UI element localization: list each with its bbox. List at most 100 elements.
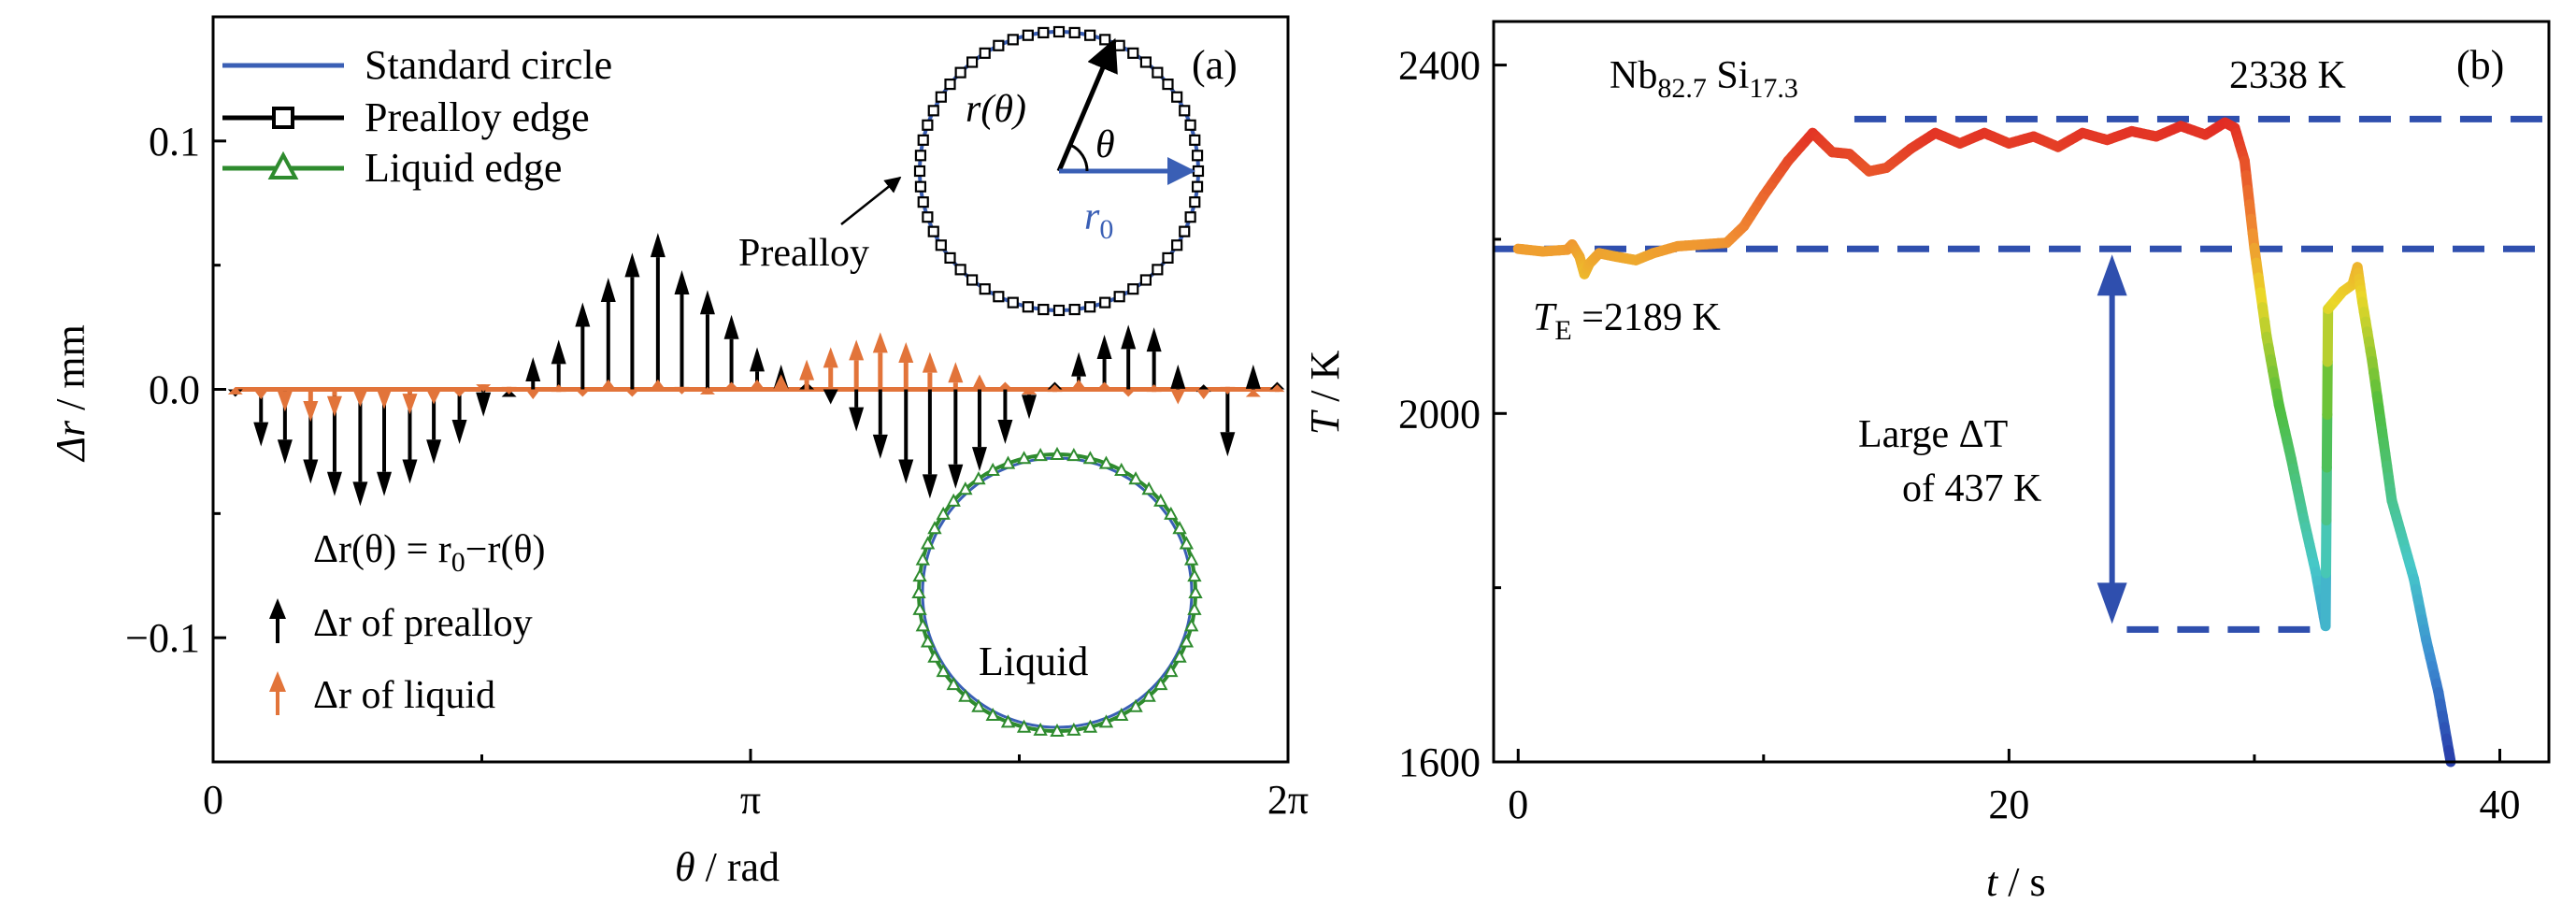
inset-r-theta-label: r(θ) [966, 88, 1026, 131]
inset-liquid-marker [985, 462, 1000, 476]
liquid-arrow-13-head [551, 384, 566, 393]
prealloy-arrow-34-head [1071, 352, 1087, 377]
inset-prealloy-marker [1022, 29, 1034, 41]
liquid-arrow-22-head [773, 374, 789, 390]
liquid-arrow-1-head [253, 389, 269, 400]
inset-prealloy-marker [1052, 25, 1066, 38]
prealloy-arrow-9-head [451, 419, 467, 444]
inset-liquid-marker [1114, 462, 1129, 476]
inset-prealloy-marker [1113, 291, 1125, 303]
prealloy-arrow-29-head [948, 464, 964, 489]
inset-liquid-marker [1188, 584, 1203, 598]
prealloy-arrow-15-head [600, 277, 616, 302]
inset-liquid-marker [1153, 677, 1168, 691]
inset-prealloy-marker [1127, 283, 1139, 295]
liquid-arrow-10-head [476, 384, 492, 393]
inset-liquid-marker [1164, 506, 1179, 520]
inset-prealloy-marker [1189, 134, 1201, 146]
liquid-arrow-7-head [402, 394, 418, 415]
inset-prealloy-marker [1007, 296, 1019, 309]
prealloy-arrow-31-head [997, 419, 1013, 444]
panel-b-ytick-label-0: 1600 [1398, 739, 1481, 785]
arrow-legend-liquid-label: Δr of liquid [313, 674, 495, 717]
inset-liquid-marker [1184, 552, 1199, 566]
inset-liquid-marker [1050, 446, 1065, 460]
inset-r0-sub: 0 [1099, 214, 1113, 245]
inset-prealloy-marker [993, 291, 1005, 303]
inset-prealloy-marker [917, 196, 929, 208]
prealloy-arrow-40-head [1220, 432, 1236, 457]
inset-prealloy-marker [1162, 79, 1174, 91]
inset-liquid-marker [1050, 723, 1065, 737]
panel-b-xlabel: t / s [1986, 859, 2046, 904]
panel-b-xlabel-symbol: t [1986, 859, 1999, 904]
panel-b-label: (b) [2456, 42, 2504, 88]
inset-prealloy-marker [914, 150, 927, 162]
arrow-legend-liquid: Δr of liquid [269, 671, 495, 717]
legend-prealloy-edge-label: Prealloy edge [365, 94, 590, 140]
liquid-arrow-32-head [1022, 386, 1038, 395]
inset-liquid-marker [1179, 536, 1195, 550]
inset-prealloy-marker [1068, 26, 1080, 39]
composition-si-sub: 17.3 [1749, 73, 1798, 104]
prealloy-arrow-7-head [402, 459, 418, 484]
inset-prealloy-marker [1022, 301, 1034, 313]
liquid-arrow-38-head [1170, 389, 1186, 405]
arrow-legend-liquid-head [269, 671, 286, 692]
inset-prealloy-marker [1191, 180, 1204, 193]
panel-b-xlabel-unit: / s [1997, 859, 2045, 904]
arrow-legend-prealloy-head [269, 598, 286, 619]
inset-prealloy-marker [914, 180, 927, 193]
prealloy-arrow-30-head [971, 447, 987, 472]
liquid-arrow-40-head [1220, 386, 1236, 395]
inset-prealloy: r(θ) θ r0 Prealloy [738, 25, 1205, 317]
liquid-arrow-20-head [723, 381, 739, 390]
inset-liquid-marker [971, 471, 986, 485]
cooling-curve-segment [2443, 745, 2456, 768]
inset-prealloy-marker [935, 91, 947, 103]
liquid-arrow-6-head [377, 389, 393, 409]
inset-liquid-marker [1082, 451, 1098, 465]
panel-b-ylabel: T / K [1302, 351, 1348, 436]
inset-liquid-label: Liquid [979, 639, 1088, 684]
inset-prealloy-marker [993, 39, 1005, 51]
liquid-arrow-30-head [971, 374, 987, 390]
panel-b: (b) Nb82.7 Si17.3 2338 K TE =2189 K Larg… [1302, 20, 2551, 904]
prealloy-arrow-24-head [823, 389, 838, 405]
liquid-arrow-15-head [600, 379, 616, 390]
liquid-arrow-25-head [849, 339, 865, 361]
inset-prealloy-marker [1152, 66, 1164, 79]
inset-liquid-marker [936, 663, 951, 678]
liquid-arrow-31-head [997, 381, 1013, 390]
inset-liquid-marker [1172, 521, 1187, 535]
panel-a-label: (a) [1192, 42, 1238, 88]
inset-liquid-marker [1098, 455, 1114, 469]
formula-lhs: Δr(θ) = r [313, 528, 451, 571]
inset-prealloy-marker [966, 56, 979, 68]
composition-label: Nb82.7 Si17.3 [1610, 54, 1798, 104]
inset-prealloy-marker [922, 119, 934, 131]
prealloy-arrow-16-head [624, 252, 640, 278]
inset-prealloy-markers [913, 25, 1205, 317]
inset-liquid-marker [1187, 601, 1202, 615]
inset-liquid-marker [915, 618, 930, 632]
inset-prealloy-marker [944, 251, 956, 264]
inset-liquid-marker [936, 506, 951, 520]
panel-b-axes: 0 20 40 1600 2000 2400 [1398, 43, 2520, 827]
inset-liquid-marker [912, 601, 927, 615]
arrow-legend-prealloy-label: Δr of prealloy [313, 602, 533, 645]
inset-prealloy-marker [1084, 301, 1096, 313]
inset-liquid-marker [1187, 568, 1202, 582]
liquid-arrow-12-head [525, 389, 541, 400]
inset-prealloy-marker [927, 225, 939, 237]
inset-liquid-marker [920, 634, 936, 648]
inset-r0-main: r [1084, 195, 1100, 238]
prealloy-arrow-1-head [253, 422, 269, 447]
inset-liquid-marker [1000, 455, 1016, 469]
undercooling-arrow-head-top [2097, 254, 2127, 296]
panel-b-ytick-label-1: 2000 [1398, 391, 1481, 437]
prealloy-arrow-25-head [849, 407, 865, 432]
liquid-arrow-18-head [674, 386, 690, 395]
prealloy-arrow-5-head [352, 481, 368, 507]
